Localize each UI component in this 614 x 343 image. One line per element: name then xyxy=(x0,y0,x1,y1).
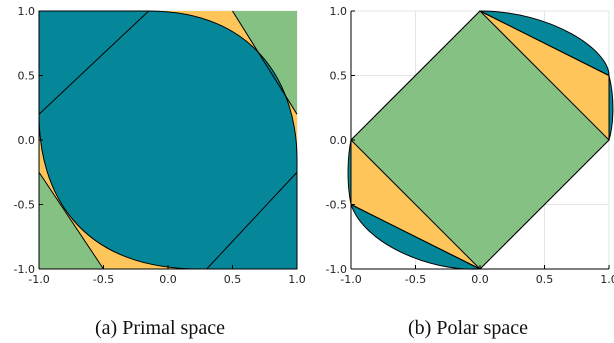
primal-x-tick-label-3: 0.5 xyxy=(224,273,242,286)
polar-x-tick-label-1: -0.5 xyxy=(405,273,426,286)
primal-x-tick-label-2: 0.0 xyxy=(159,273,177,286)
polar-y-tick-label-2: 0.0 xyxy=(330,134,348,147)
polar-y-tick-label-1: -0.5 xyxy=(326,199,347,212)
primal-y-tick-label-2: 0.0 xyxy=(18,134,36,147)
polar-x-tick-label-0: -1.0 xyxy=(340,273,361,286)
primal-boundary-line-0 xyxy=(38,10,149,115)
primal-x-tick-label-1: -0.5 xyxy=(93,273,114,286)
caption-polar: (b) Polar space xyxy=(408,317,528,339)
polar-boundary-line-1 xyxy=(350,204,481,270)
primal-y-tick-label-1: -0.5 xyxy=(14,199,35,212)
primal-y-tick-label-0: -1.0 xyxy=(14,263,35,276)
primal-boundary-line-2 xyxy=(232,10,298,115)
polar-x-tick-label-4: 1.0 xyxy=(600,273,614,286)
primal-boundary-line-3 xyxy=(206,171,298,270)
polar-y-tick-label-4: 1.0 xyxy=(330,5,348,18)
primal-y-tick-label-3: 0.5 xyxy=(18,70,36,83)
caption-primal: (a) Primal space xyxy=(95,317,225,339)
panel-polar: -1.0 -0.5 0.0 0.5 1.0 -1.0 -0.5 0.0 0.5 1.0 xyxy=(326,5,614,286)
panel-primal: -1.0 -0.5 0.0 0.5 1.0 -1.0 -0.5 0.0 0.5 1.0 xyxy=(14,5,306,286)
polar-x-tick-label-2: 0.0 xyxy=(471,273,489,286)
primal-y-tick-label-4: 1.0 xyxy=(18,5,36,18)
primal-x-tick-label-4: 1.0 xyxy=(288,273,306,286)
primal-boundary-line-1 xyxy=(38,171,104,270)
polar-y-tick-label-0: -1.0 xyxy=(326,263,347,276)
primal-x-tick-label-0: -1.0 xyxy=(28,273,49,286)
polar-y-tick-label-3: 0.5 xyxy=(330,70,348,83)
polar-boundary-line-0 xyxy=(479,10,610,76)
polar-x-tick-label-3: 0.5 xyxy=(536,273,554,286)
